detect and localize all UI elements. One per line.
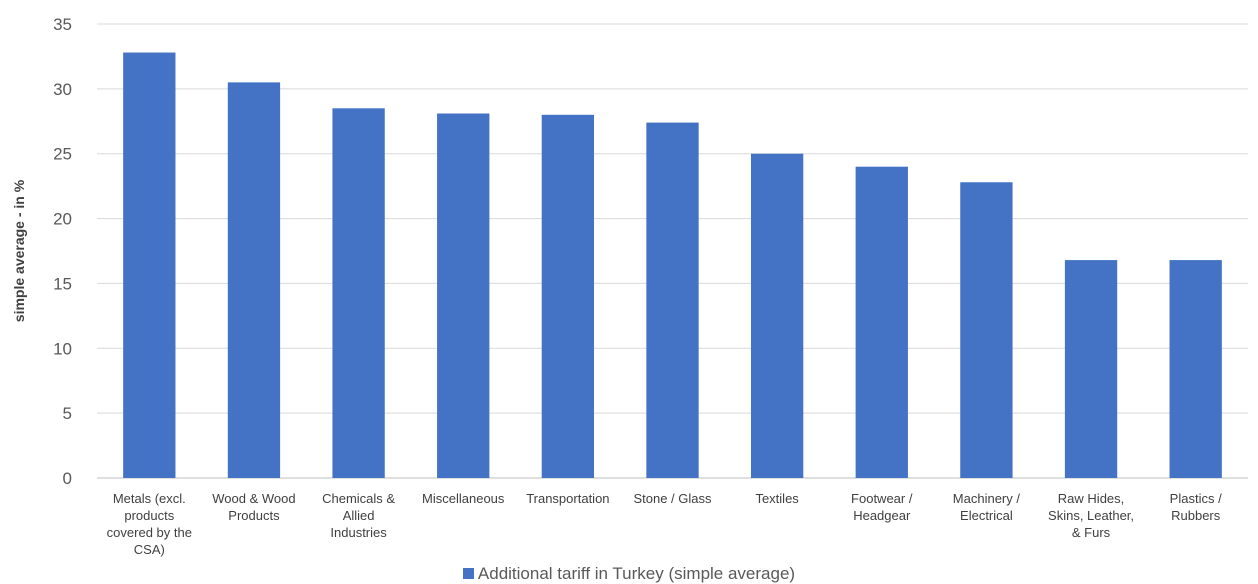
x-category-label: Stone / Glass (633, 491, 712, 506)
legend-label: Additional tariff in Turkey (simple aver… (477, 564, 796, 583)
x-category-label: Machinery / Electrical (953, 491, 1021, 523)
x-category-label-line: Footwear / (851, 491, 913, 506)
bar (750, 153, 804, 478)
x-category-label: Metals (excl. products covered by the CSA) (107, 491, 192, 557)
y-tick-label: 30 (53, 80, 72, 99)
x-category-label-line: Transportation (526, 491, 609, 506)
bar (960, 182, 1013, 478)
y-axis-label: simple average - in % (11, 179, 27, 322)
bar (332, 108, 385, 479)
x-category-label-line: Rubbers (1171, 508, 1221, 523)
x-category-label: Plastics / Rubbers (1170, 491, 1222, 523)
x-category-label-line: products (124, 508, 174, 523)
x-category-label-line: Skins, Leather, (1048, 508, 1134, 523)
bar (855, 166, 908, 478)
y-tick-label: 0 (63, 469, 72, 488)
x-category-label-line: Miscellaneous (422, 491, 505, 506)
x-category-label-line: & Furs (1072, 525, 1111, 540)
x-category-label-line: Metals (excl. (113, 491, 186, 506)
bar (646, 122, 699, 478)
bar (437, 113, 490, 478)
x-category-label: Footwear / Headgear (851, 491, 913, 523)
x-category-label: Textiles (755, 491, 799, 506)
legend: Additional tariff in Turkey (simple aver… (0, 564, 1258, 584)
x-category-label-line: covered by the (107, 525, 192, 540)
x-category-label: Raw Hides, Skins, Leather, & Furs (1048, 491, 1134, 540)
y-tick-label: 20 (53, 210, 72, 229)
y-tick-label: 35 (53, 15, 72, 34)
x-category-label-line: CSA) (134, 542, 165, 557)
y-tick-label: 10 (53, 339, 72, 358)
bar (227, 82, 281, 478)
x-category-label-line: Chemicals & (322, 491, 395, 506)
y-tick-label: 25 (53, 145, 72, 164)
x-category-label-line: Industries (330, 525, 387, 540)
y-tick-label: 15 (53, 274, 72, 293)
x-category-label-line: Headgear (853, 508, 911, 523)
y-tick-label: 5 (63, 404, 72, 423)
x-category-label-line: Allied (343, 508, 375, 523)
bar (123, 52, 176, 479)
x-category-label: Transportation (526, 491, 609, 506)
bar (1064, 260, 1118, 478)
y-axis-ticks: 0 5 10 15 20 25 30 35 (53, 15, 72, 488)
x-category-label: Miscellaneous (422, 491, 505, 506)
x-category-label-line: Electrical (960, 508, 1013, 523)
x-category-label: Chemicals & Allied Industries (322, 491, 395, 540)
x-category-label-line: Plastics / (1170, 491, 1222, 506)
bar (541, 114, 595, 479)
legend-swatch (462, 568, 474, 579)
x-category-label-line: Machinery / (953, 491, 1021, 506)
x-category-label-line: Textiles (755, 491, 799, 506)
x-category-label-line: Products (228, 508, 280, 523)
bars (123, 52, 1222, 479)
x-category-label-line: Raw Hides, (1058, 491, 1124, 506)
x-category-label: Wood & Wood Products (212, 491, 295, 523)
bar (1169, 260, 1222, 478)
x-category-label-line: Stone / Glass (633, 491, 712, 506)
x-category-label-line: Wood & Wood (212, 491, 295, 506)
x-axis-labels: Metals (excl. products covered by the CSA) W… (107, 491, 1222, 557)
